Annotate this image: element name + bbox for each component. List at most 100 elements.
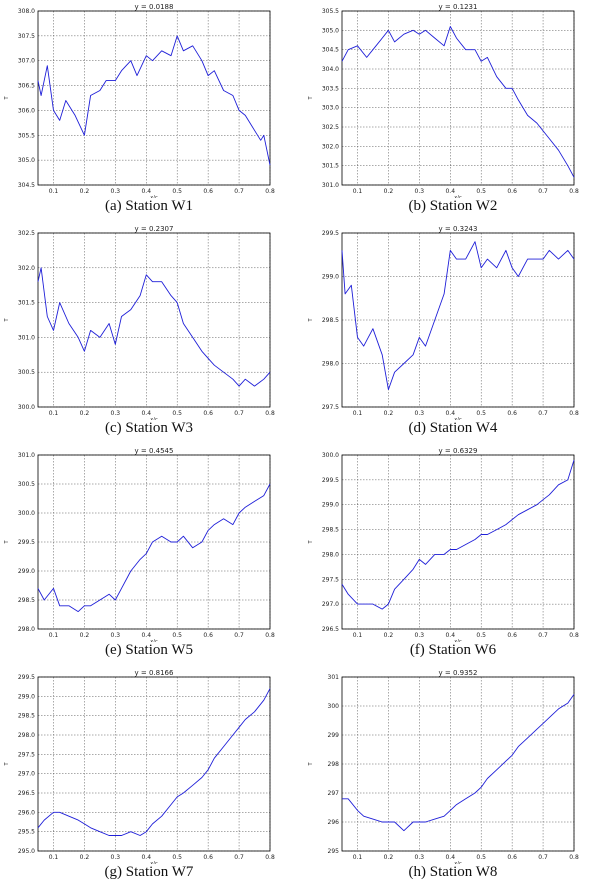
y-tick-label: 306.0 bbox=[18, 107, 35, 114]
plot-frame bbox=[341, 232, 575, 408]
x-tick-label: 0.5 bbox=[476, 632, 486, 639]
chart-svg: 0.1 0.2 0.3 0.4 0.5 0.6 0.7 0.8 296.5 297.0 297.5 2… bbox=[308, 447, 579, 642]
y-tick-label: 308.0 bbox=[18, 8, 35, 15]
x-tick-label: 0.5 bbox=[172, 410, 182, 417]
x-tick-label: 0.7 bbox=[234, 854, 244, 861]
series-line bbox=[37, 35, 271, 166]
y-tick-label: 301 bbox=[328, 674, 340, 681]
x-axis-label: x/c bbox=[150, 639, 158, 642]
x-tick-label: 0.8 bbox=[265, 188, 275, 195]
y-tick-label: 299.5 bbox=[322, 230, 339, 237]
x-tick-label: 0.4 bbox=[445, 410, 455, 417]
y-tick-label: 299.0 bbox=[18, 568, 35, 575]
y-tick-label: 304.0 bbox=[322, 66, 339, 73]
chart-title: y = 0.6329 bbox=[439, 447, 478, 455]
y-tick-label: 301.5 bbox=[322, 163, 339, 170]
x-tick-label: 0.6 bbox=[507, 632, 517, 639]
chart-title: y = 0.9352 bbox=[439, 669, 478, 677]
y-axis-label: T bbox=[4, 318, 10, 323]
x-axis-label: x/c bbox=[150, 417, 158, 420]
y-axis-label: T bbox=[308, 96, 314, 101]
x-axis-label: x/c bbox=[150, 195, 158, 198]
y-tick-label: 296.0 bbox=[18, 809, 35, 816]
x-tick-label: 0.6 bbox=[203, 410, 213, 417]
x-tick-label: 0.7 bbox=[234, 410, 244, 417]
chart-svg: 0.1 0.2 0.3 0.4 0.5 0.6 0.7 0.8 295.0 295.5 296.0 2… bbox=[4, 669, 275, 864]
chart-panel: 0.1 0.2 0.3 0.4 0.5 0.6 0.7 0.8 297.5 298.0 298.5 2… bbox=[304, 222, 602, 440]
chart-panel: 0.1 0.2 0.3 0.4 0.5 0.6 0.7 0.8 304.5 305.0 305.5 3… bbox=[0, 0, 298, 218]
y-tick-label: 298.0 bbox=[18, 732, 35, 739]
x-tick-label: 0.2 bbox=[80, 188, 90, 195]
y-tick-label: 302.0 bbox=[322, 143, 339, 150]
plot-frame bbox=[37, 232, 271, 408]
x-tick-label: 0.3 bbox=[111, 410, 121, 417]
series-line bbox=[37, 267, 271, 387]
x-tick-label: 0.6 bbox=[203, 854, 213, 861]
series-line bbox=[37, 688, 271, 836]
y-tick-label: 298.5 bbox=[18, 597, 35, 604]
plot-frame bbox=[341, 676, 575, 852]
y-tick-label: 299.0 bbox=[322, 502, 339, 509]
x-tick-label: 0.3 bbox=[111, 854, 121, 861]
plot-area bbox=[38, 11, 270, 185]
y-tick-label: 296 bbox=[328, 819, 340, 826]
y-axis-label: T bbox=[4, 96, 10, 101]
y-tick-label: 296.5 bbox=[322, 626, 339, 633]
y-tick-label: 297.0 bbox=[18, 771, 35, 778]
y-tick-label: 297.5 bbox=[322, 576, 339, 583]
chart-panel: 0.1 0.2 0.3 0.4 0.5 0.6 0.7 0.8 295.0 295.5 296.0 2… bbox=[0, 666, 298, 884]
y-tick-label: 307.0 bbox=[18, 58, 35, 65]
plot-area bbox=[342, 11, 574, 185]
x-tick-label: 0.4 bbox=[141, 854, 151, 861]
x-tick-label: 0.4 bbox=[445, 632, 455, 639]
y-tick-label: 299.0 bbox=[322, 274, 339, 281]
y-tick-label: 297.0 bbox=[322, 601, 339, 608]
y-tick-label: 300.0 bbox=[18, 510, 35, 517]
y-axis-label: T bbox=[308, 762, 314, 767]
x-tick-label: 0.1 bbox=[49, 632, 59, 639]
chart-svg: 0.1 0.2 0.3 0.4 0.5 0.6 0.7 0.8 301.0 301.5 302.0 3… bbox=[308, 3, 579, 198]
x-tick-label: 0.2 bbox=[80, 410, 90, 417]
y-tick-label: 304.5 bbox=[18, 182, 35, 189]
y-tick-label: 298.0 bbox=[322, 551, 339, 558]
x-tick-label: 0.6 bbox=[507, 854, 517, 861]
y-tick-label: 298.5 bbox=[18, 713, 35, 720]
y-tick-label: 301.0 bbox=[18, 452, 35, 459]
x-tick-label: 0.6 bbox=[203, 632, 213, 639]
y-tick-label: 299.5 bbox=[18, 674, 35, 681]
x-tick-label: 0.6 bbox=[203, 188, 213, 195]
y-tick-label: 305.0 bbox=[322, 27, 339, 34]
series-line bbox=[342, 694, 575, 832]
chart-panel: 0.1 0.2 0.3 0.4 0.5 0.6 0.7 0.8 295 296 297 298 299 3… bbox=[304, 666, 602, 884]
subfigure-caption: (b) Station W2 bbox=[408, 198, 498, 214]
y-tick-label: 300 bbox=[328, 703, 340, 710]
y-tick-label: 299.5 bbox=[322, 477, 339, 484]
subfigure-caption: (f) Station W6 bbox=[409, 642, 497, 658]
plot-frame bbox=[37, 676, 271, 852]
x-tick-label: 0.3 bbox=[415, 632, 425, 639]
x-tick-label: 0.2 bbox=[384, 854, 394, 861]
x-tick-label: 0.8 bbox=[569, 188, 579, 195]
y-tick-label: 298.5 bbox=[322, 317, 339, 324]
plot-area bbox=[342, 455, 574, 629]
series-line bbox=[341, 26, 575, 178]
x-tick-label: 0.7 bbox=[538, 632, 548, 639]
chart-panel: 0.1 0.2 0.3 0.4 0.5 0.6 0.7 0.8 300.0 300.5 301.0 3… bbox=[0, 222, 298, 440]
x-tick-label: 0.5 bbox=[476, 410, 486, 417]
y-tick-label: 305.0 bbox=[18, 157, 35, 164]
x-axis-label: x/c bbox=[454, 861, 462, 864]
y-tick-label: 295 bbox=[328, 848, 340, 855]
x-tick-label: 0.2 bbox=[80, 632, 90, 639]
x-tick-label: 0.8 bbox=[265, 410, 275, 417]
y-axis-label: T bbox=[308, 318, 314, 323]
y-tick-label: 304.5 bbox=[322, 47, 339, 54]
plot-frame bbox=[37, 454, 271, 630]
x-tick-label: 0.3 bbox=[415, 410, 425, 417]
x-tick-label: 0.2 bbox=[80, 854, 90, 861]
y-tick-label: 297 bbox=[328, 790, 340, 797]
x-axis-label: x/c bbox=[454, 417, 462, 420]
x-tick-label: 0.8 bbox=[265, 854, 275, 861]
y-axis-label: T bbox=[308, 540, 314, 545]
series-line bbox=[341, 459, 575, 610]
x-tick-label: 0.5 bbox=[172, 854, 182, 861]
